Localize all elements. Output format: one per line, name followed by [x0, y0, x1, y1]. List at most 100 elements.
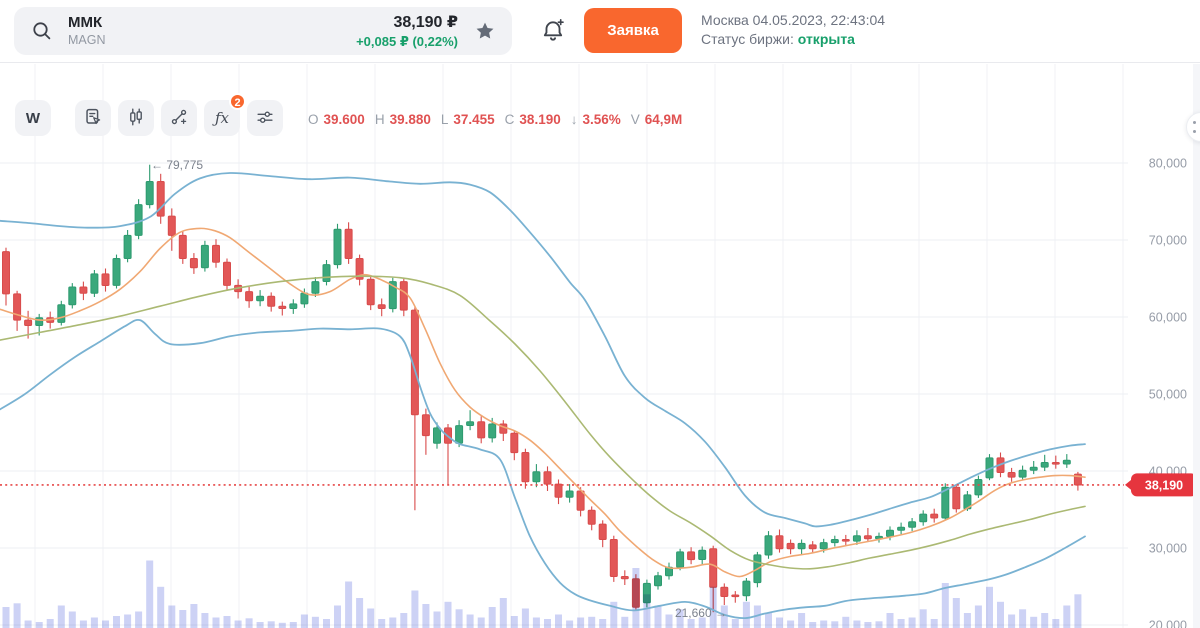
volume-bar [356, 598, 364, 628]
timeframe-button[interactable]: W [15, 100, 51, 136]
candle-body [355, 258, 364, 280]
chart-type-button[interactable] [118, 100, 154, 136]
candle-body [256, 295, 265, 302]
high-label: H [374, 112, 385, 127]
volume-bar [334, 605, 341, 628]
candle-body [388, 281, 397, 310]
volume-value: 64,9M [644, 112, 683, 127]
indicators-button[interactable]: ƒx 2 [204, 93, 246, 136]
volume-bar [256, 622, 264, 628]
favorite-star-icon[interactable] [474, 20, 496, 42]
volume-bar [820, 620, 828, 628]
volume-bar [433, 611, 441, 628]
candle-body [68, 286, 77, 306]
candle-body [819, 542, 828, 550]
candle-body [178, 234, 187, 259]
volume-bar [201, 613, 209, 628]
volume-bar [46, 619, 54, 628]
candle-body [543, 471, 552, 485]
candle-body [852, 535, 861, 542]
candle-body [830, 539, 839, 544]
candle-body [742, 580, 751, 597]
chart-settings-button[interactable] [247, 100, 283, 136]
price-axis[interactable]: 80,00070,00060,00050,00040,00030,00020,0… [1149, 157, 1187, 628]
volume-bar [146, 560, 154, 628]
candle-body [620, 576, 629, 580]
candle-body [1029, 466, 1038, 471]
volume-bar [566, 620, 574, 628]
candle-body [797, 542, 806, 550]
volume-bar [709, 586, 717, 628]
volume-bar [102, 620, 109, 628]
volume-bar [952, 598, 960, 628]
candle-body [466, 421, 475, 427]
candle-body [366, 278, 375, 306]
candle-body [1051, 462, 1060, 465]
ma_slow-line [0, 275, 1086, 570]
drawing-tools-button[interactable] [161, 100, 197, 136]
high-annotation: ← 79,775 [151, 158, 203, 172]
axis-tick-label: 20,000 [1149, 619, 1187, 628]
candle-body [598, 523, 607, 541]
candle-body [908, 521, 917, 528]
volume-bar [610, 601, 618, 628]
candle-body [311, 281, 320, 294]
volume-bar [400, 613, 408, 628]
candle-body [333, 228, 342, 266]
candle-body [510, 432, 519, 454]
volume-bar [986, 586, 993, 628]
volume-bar [1063, 605, 1071, 628]
low-label: L [440, 112, 449, 127]
volume-bar [1030, 616, 1038, 628]
instrument-card[interactable]: ММК MAGN 38,190 ₽ +0,085 ₽ (0,22%) [14, 7, 512, 55]
candle-body [687, 551, 696, 561]
candle-body [1040, 462, 1049, 468]
candlestick-chart[interactable]: ← 79,775 21,660 → 80,000 70,000 60,000 50,000… [0, 64, 1200, 628]
volume-bar [2, 607, 10, 628]
candle-body [57, 304, 66, 323]
alerts-bell-icon[interactable] [539, 17, 567, 45]
volume-bar [13, 603, 21, 628]
low-value: 37.455 [453, 112, 495, 127]
volume-bar [864, 622, 872, 628]
chart-notes-button[interactable] [75, 100, 111, 136]
close-value: 38.190 [519, 112, 561, 127]
ticker-symbol: MAGN [68, 33, 106, 48]
volume-bar [654, 605, 662, 628]
volume-bar [267, 621, 275, 628]
candle-body [399, 281, 408, 311]
candle-body [554, 483, 563, 498]
indicator-lines [0, 172, 1086, 620]
volume-bar [499, 598, 507, 628]
volume-bar [886, 613, 894, 628]
volume-bar [676, 609, 684, 628]
candle-body [576, 490, 585, 511]
candle-body [377, 304, 386, 309]
volume-bar [477, 617, 485, 628]
volume-bar [632, 568, 640, 628]
volume-bar [455, 609, 463, 628]
bollinger_upper-line [0, 172, 1086, 528]
volume-bar [908, 617, 916, 628]
open-value: 39.600 [323, 112, 365, 127]
search-icon[interactable] [30, 19, 54, 43]
sliders-icon [254, 106, 276, 131]
candle-body [123, 234, 132, 259]
candle-body [720, 586, 729, 597]
dot-icon [1193, 121, 1196, 124]
volume-bar [687, 619, 695, 628]
volume-bar [135, 611, 143, 628]
candle-body [410, 309, 419, 416]
candle-body [952, 486, 961, 510]
volume-bar [245, 618, 253, 628]
candle-body [189, 258, 198, 269]
right-edge-gutter [1193, 64, 1200, 628]
order-button[interactable]: Заявка [584, 8, 682, 53]
volume-bar [853, 620, 861, 628]
volume-bar [643, 594, 651, 628]
volume-bar [234, 620, 242, 628]
down-arrow-icon: ↓ [570, 112, 578, 127]
volume-bar [787, 620, 795, 628]
candle-body [477, 421, 486, 439]
candles-layer[interactable] [2, 164, 1082, 613]
